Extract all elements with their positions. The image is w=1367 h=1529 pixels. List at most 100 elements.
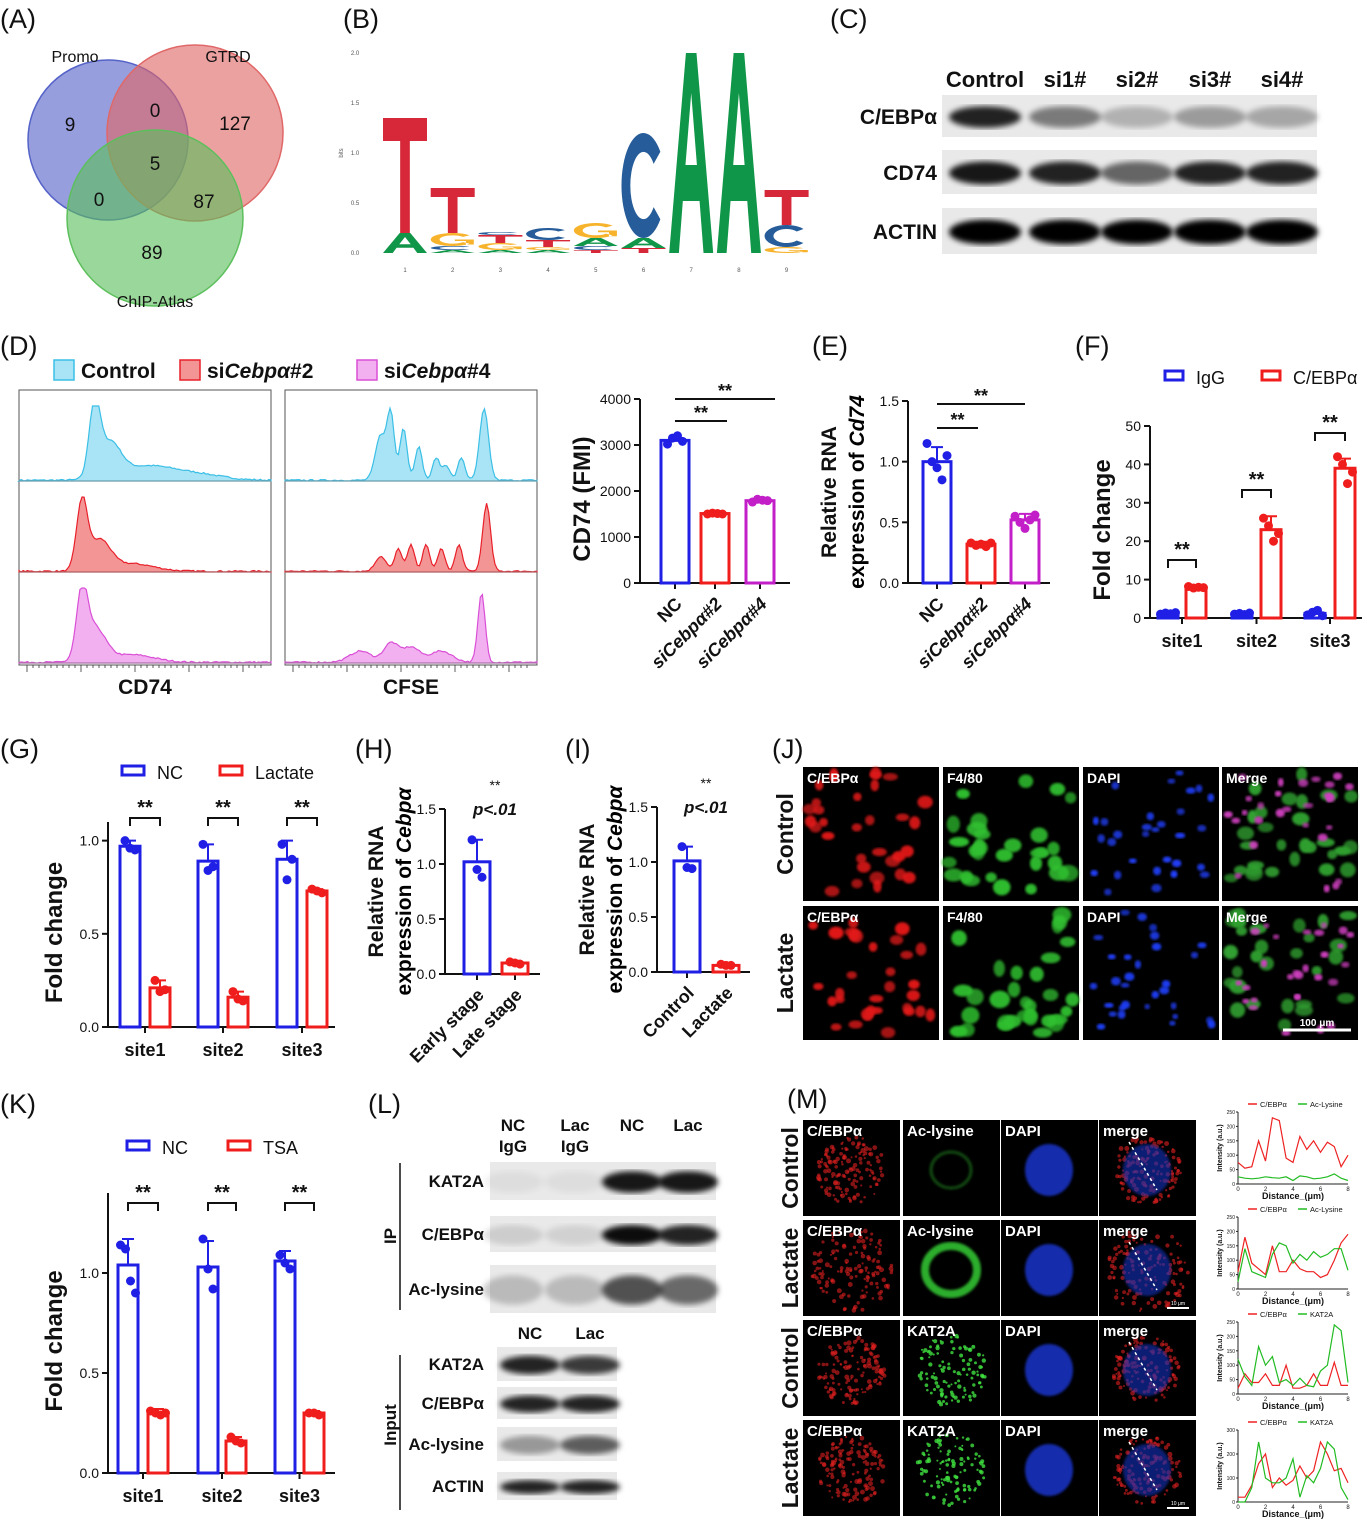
blot-band bbox=[560, 1355, 620, 1375]
signal-dot bbox=[859, 1176, 864, 1181]
significance-bracket bbox=[207, 1202, 237, 1211]
venn-count: 5 bbox=[150, 154, 161, 175]
signal-dot bbox=[1181, 1284, 1185, 1288]
signal-dot bbox=[942, 1400, 946, 1404]
y-tick-label: 0.0 bbox=[80, 1019, 100, 1035]
signal-dot bbox=[828, 1345, 832, 1350]
blot-band bbox=[560, 1435, 620, 1455]
signal-dot bbox=[973, 1361, 977, 1365]
data-point bbox=[1010, 511, 1020, 521]
cell bbox=[1175, 770, 1184, 776]
signal-dot bbox=[878, 1460, 882, 1465]
legend-text: Control bbox=[81, 360, 156, 383]
cell bbox=[1223, 811, 1233, 818]
cell bbox=[1029, 855, 1043, 871]
data-point bbox=[282, 875, 292, 885]
signal-dot bbox=[1152, 1500, 1156, 1504]
signal-dot bbox=[944, 1433, 949, 1438]
data-point bbox=[120, 836, 130, 846]
signal-dot bbox=[826, 1168, 832, 1174]
row-label: Lactate bbox=[777, 1428, 803, 1509]
signal-dot bbox=[837, 1382, 841, 1386]
cell bbox=[993, 960, 1005, 977]
signal-dot bbox=[956, 1497, 961, 1501]
blot-band bbox=[483, 1225, 543, 1245]
signal-dot bbox=[1121, 1349, 1125, 1354]
signal-dot bbox=[830, 1348, 833, 1351]
signal-dot bbox=[841, 1401, 845, 1404]
signal-dot bbox=[932, 1387, 937, 1391]
signal-dot bbox=[874, 1369, 879, 1374]
signal-dot bbox=[1127, 1230, 1131, 1234]
cell bbox=[959, 1022, 975, 1037]
signal-dot bbox=[1138, 1395, 1142, 1399]
signal-dot bbox=[974, 1452, 978, 1456]
significance-stars: ** bbox=[135, 1182, 151, 1204]
signal-dot bbox=[854, 1155, 858, 1158]
signal-dot bbox=[928, 1356, 931, 1359]
signal-dot bbox=[868, 1351, 873, 1355]
signal-dot bbox=[981, 1464, 986, 1468]
signal-dot bbox=[1167, 1451, 1173, 1457]
signal-dot bbox=[852, 1443, 855, 1447]
signal-dot bbox=[947, 1384, 951, 1388]
bar-nc bbox=[275, 857, 299, 1029]
signal-dot bbox=[867, 1363, 873, 1369]
signal-dot bbox=[1113, 1367, 1118, 1371]
signal-dot bbox=[873, 1257, 876, 1261]
y-tick-label: 50 bbox=[1229, 1273, 1235, 1279]
lane-label: Control bbox=[946, 67, 1024, 92]
cell bbox=[1159, 986, 1170, 995]
signal-dot bbox=[928, 1351, 933, 1356]
signal-dot bbox=[863, 1246, 867, 1250]
row-label: Control bbox=[772, 793, 798, 875]
signal-dot bbox=[922, 1479, 926, 1483]
cell bbox=[1298, 779, 1309, 787]
cell bbox=[1224, 873, 1238, 883]
panel-label: (I) bbox=[565, 734, 590, 764]
data-point bbox=[161, 1408, 170, 1418]
signal-dot bbox=[870, 1486, 875, 1491]
signal-dot bbox=[935, 1480, 941, 1485]
panel-label: (M) bbox=[787, 1084, 827, 1114]
signal-dot bbox=[952, 1346, 956, 1351]
signal-dot bbox=[831, 1175, 834, 1178]
signal-dot bbox=[878, 1295, 883, 1301]
signal-dot bbox=[1132, 1443, 1135, 1446]
signal-dot bbox=[1168, 1186, 1172, 1191]
signal-dot bbox=[1151, 1495, 1156, 1501]
legend-label: Control bbox=[81, 360, 156, 383]
signal-dot bbox=[942, 1501, 946, 1505]
panel-label: (G) bbox=[0, 734, 39, 764]
cell bbox=[1318, 863, 1335, 876]
logo-xtick: 1 bbox=[403, 268, 407, 274]
y-axis-label: Relative RNA bbox=[365, 826, 388, 958]
signal-dot bbox=[925, 1377, 929, 1380]
signal-dot bbox=[1119, 1264, 1124, 1270]
lane-label: Lac bbox=[673, 1116, 702, 1135]
cell bbox=[971, 842, 986, 860]
signal-dot bbox=[856, 1238, 862, 1244]
signal-dot bbox=[1156, 1442, 1161, 1447]
signal-dot bbox=[862, 1448, 866, 1452]
signal-dot bbox=[1126, 1352, 1129, 1355]
signal-dot bbox=[834, 1185, 838, 1189]
data-point bbox=[275, 1250, 285, 1260]
signal-dot bbox=[879, 1243, 882, 1247]
signal-dot bbox=[864, 1266, 869, 1270]
signal-dot bbox=[941, 1460, 945, 1463]
cell bbox=[1134, 960, 1142, 969]
signal-dot bbox=[1132, 1238, 1136, 1242]
logo-xtick: 7 bbox=[690, 268, 694, 274]
channel-label: DAPI bbox=[1005, 1123, 1041, 1140]
signal-dot bbox=[1154, 1398, 1158, 1402]
cell bbox=[1107, 954, 1116, 960]
signal-dot bbox=[839, 1363, 843, 1366]
signal-dot bbox=[1177, 1160, 1181, 1164]
signal-dot bbox=[1155, 1436, 1160, 1441]
signal-dot bbox=[1165, 1243, 1170, 1248]
bar-nc bbox=[196, 859, 220, 1029]
legend-swatch bbox=[1163, 369, 1185, 382]
signal-dot bbox=[830, 1472, 834, 1476]
signal-dot bbox=[941, 1483, 945, 1487]
